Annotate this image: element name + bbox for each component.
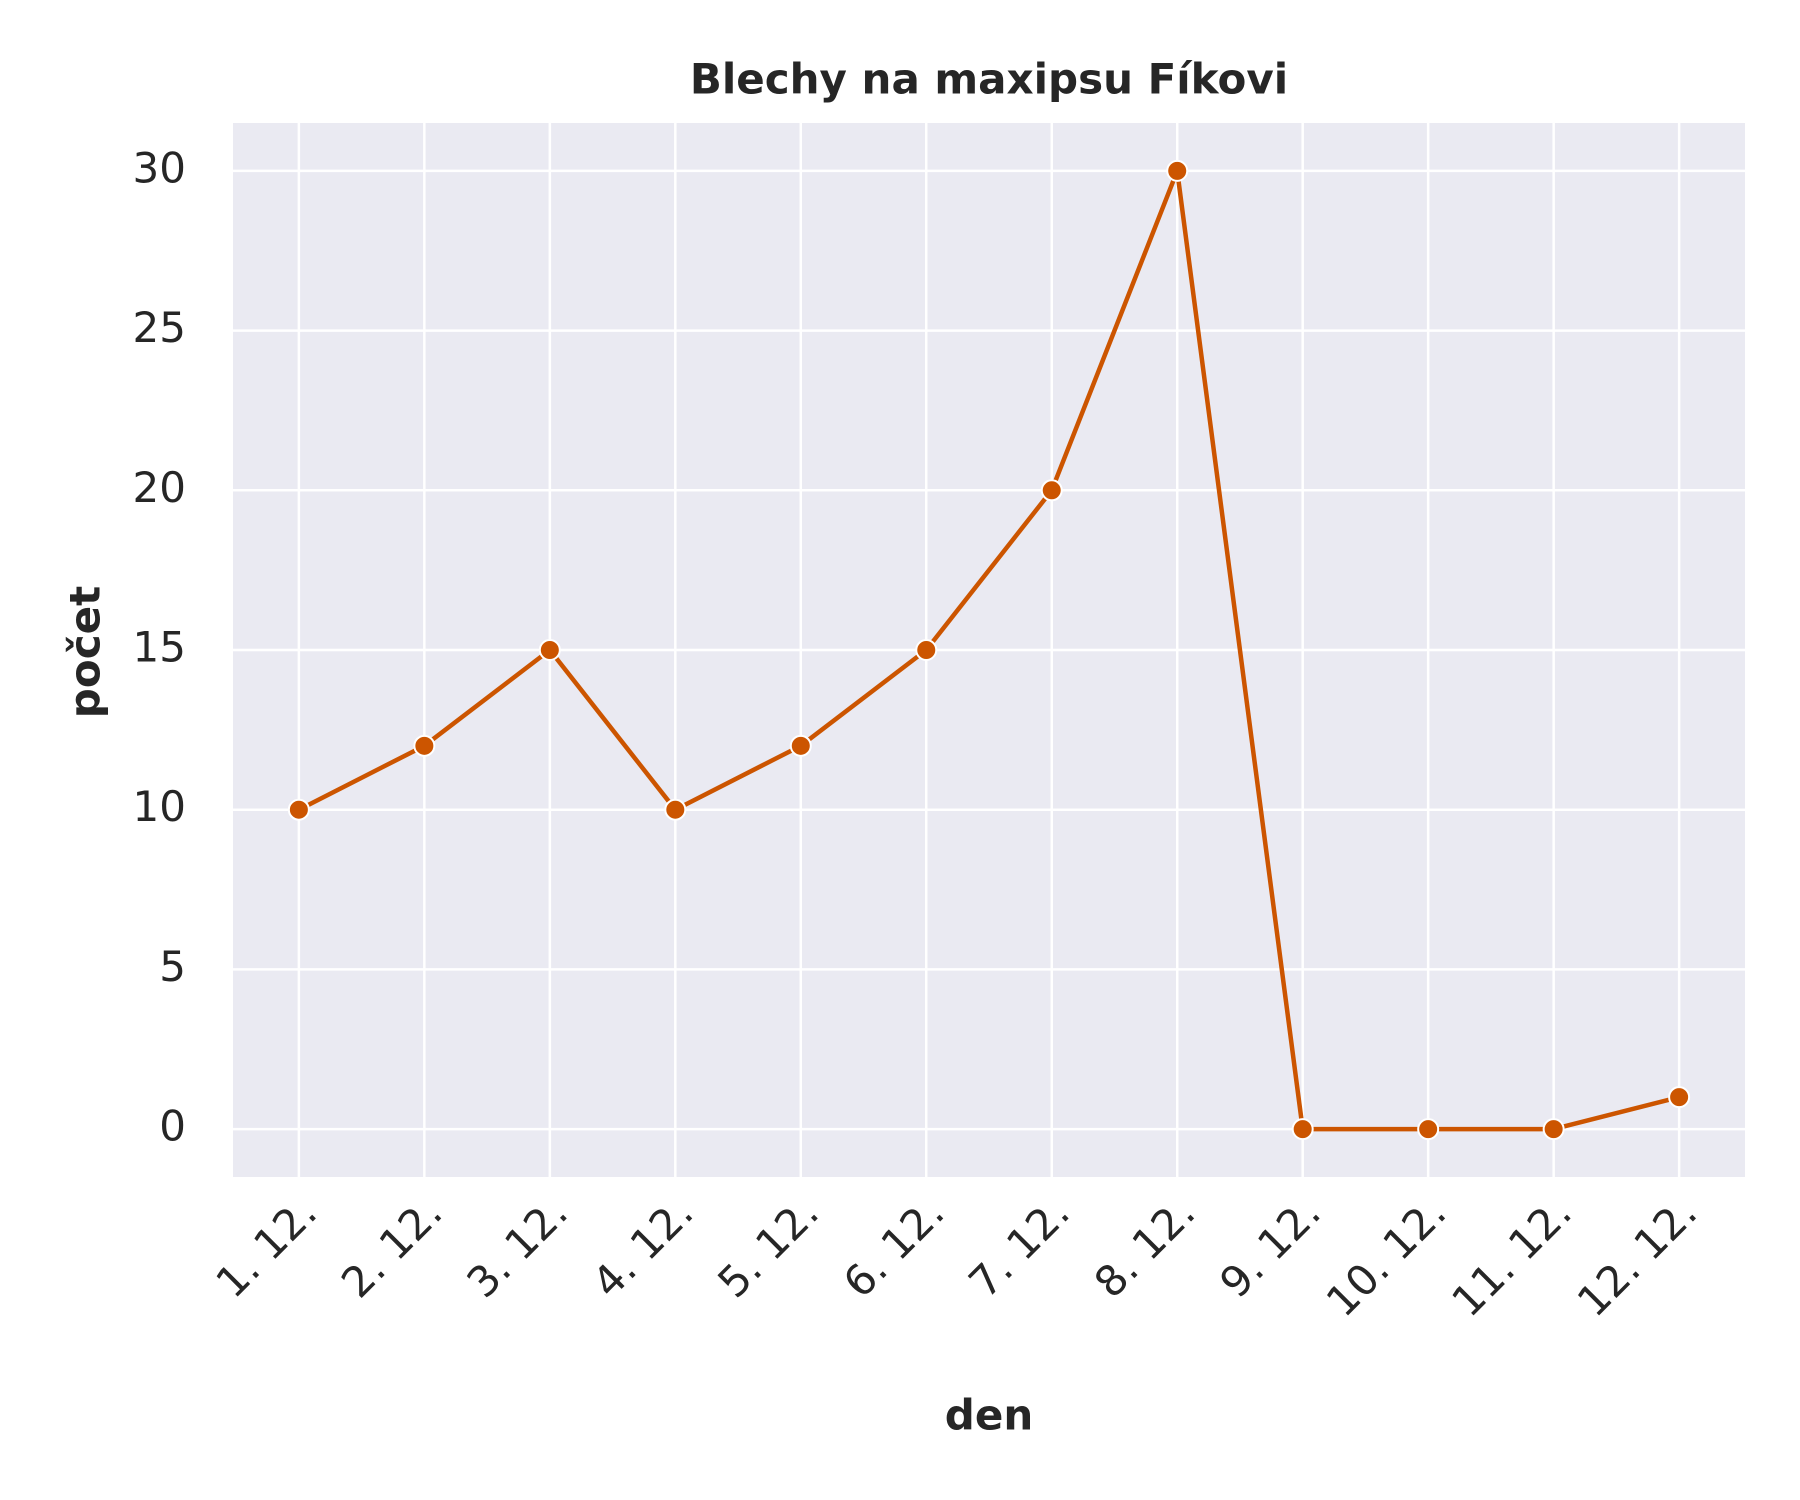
chart-title: Blechy na maxipsu Fíkovi [690,55,1288,104]
x-tick-label: 8. 12. [1085,1188,1205,1308]
y-tick-label: 0 [159,1102,186,1151]
line [297,168,1680,1132]
marker [413,734,436,757]
x-tick-label: 1. 12. [206,1188,326,1308]
x-axis-label: den [945,1391,1033,1440]
y-tick-label: 15 [133,623,186,672]
marker [789,734,812,757]
y-tick-label: 10 [133,782,186,831]
x-tick-label: 5. 12. [708,1188,828,1308]
marker [538,639,561,661]
y-tick-label: 25 [133,303,186,352]
x-tick-label: 2. 12. [332,1188,452,1308]
marker [1166,159,1189,182]
x-tick-label: 6. 12. [834,1188,954,1308]
marker [1040,479,1063,502]
marker [915,639,938,661]
x-tick-label: 9. 12. [1210,1188,1330,1308]
marker [1417,1118,1440,1141]
x-tick-label: 12. 12. [1568,1188,1707,1327]
x-tick-label: 11. 12. [1442,1188,1581,1327]
marker [664,798,687,821]
y-tick-label: 20 [133,463,186,512]
y-axis-label: počet [61,586,110,718]
marker [1291,1118,1314,1141]
x-tick-label: 10. 12. [1317,1188,1456,1327]
x-tick-label: 3. 12. [457,1188,577,1308]
marker [287,798,310,821]
x-tick-label: 4. 12. [583,1188,703,1308]
marker [1668,1086,1691,1109]
marker [1542,1118,1565,1141]
x-tick-label: 7. 12. [959,1188,1079,1308]
y-tick-label: 5 [159,942,186,991]
y-tick-label: 30 [133,143,186,192]
